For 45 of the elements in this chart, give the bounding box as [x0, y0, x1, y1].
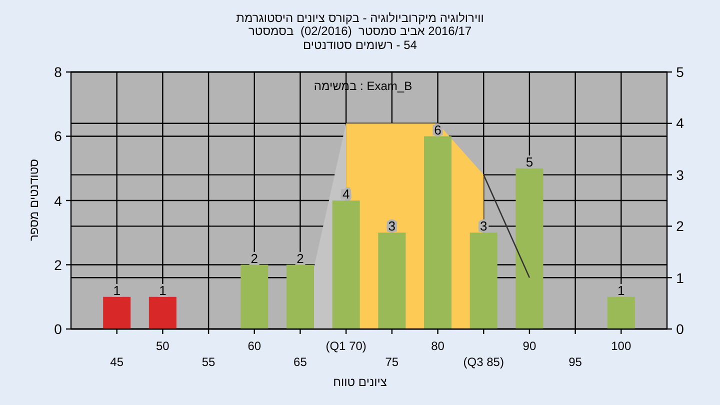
xlabel: טווח ציונים — [333, 375, 387, 389]
data-label: 2 — [296, 250, 304, 266]
ytick: 0 — [54, 322, 62, 336]
xtick: 90 — [522, 339, 536, 353]
ytick: 4 — [54, 194, 62, 208]
xtick: 60 — [248, 339, 262, 353]
xtick: 45 — [110, 355, 124, 369]
y2tick: 0 — [676, 322, 684, 336]
data-label: 1 — [618, 282, 625, 298]
ytick: 8 — [54, 65, 62, 79]
xtick: 80 — [431, 339, 444, 353]
ytick: 6 — [54, 129, 62, 144]
y2tick: 3 — [676, 168, 684, 182]
xtick: 75 — [385, 355, 399, 369]
xtick: (Q3 85) — [463, 355, 504, 369]
xtick: 55 — [202, 355, 216, 369]
ylabel: מספר סטודנטים — [27, 158, 41, 242]
xtick: 95 — [568, 355, 582, 369]
y2tick: 4 — [676, 116, 684, 130]
bar — [103, 296, 131, 329]
xtick: (Q1 70) — [326, 339, 366, 353]
data-label: 3 — [480, 218, 488, 234]
data-label: 1 — [159, 282, 166, 298]
xtick: 65 — [294, 355, 307, 369]
xtick: 50 — [156, 339, 170, 353]
xtick: 100 — [611, 339, 632, 353]
bar — [470, 232, 498, 329]
bar — [240, 264, 268, 329]
y2tick: 5 — [676, 65, 684, 79]
y2tick: 2 — [676, 219, 684, 234]
bar — [378, 232, 406, 329]
bar — [148, 296, 176, 329]
data-label: 6 — [434, 122, 442, 138]
title: היסטוגרמת ציונים בקורס - מיקרוביולוגיה ווירולוגיה — [236, 11, 484, 25]
bar — [424, 136, 452, 329]
data-label: 5 — [526, 154, 534, 170]
data-label: 1 — [113, 282, 120, 298]
bar — [607, 296, 635, 329]
bar — [286, 264, 314, 329]
data-label: 4 — [342, 186, 350, 202]
ytick: 2 — [54, 258, 62, 272]
bar — [516, 168, 544, 329]
y2tick: 1 — [676, 270, 684, 285]
data-label: 3 — [388, 218, 396, 234]
data-label: 2 — [250, 250, 258, 266]
